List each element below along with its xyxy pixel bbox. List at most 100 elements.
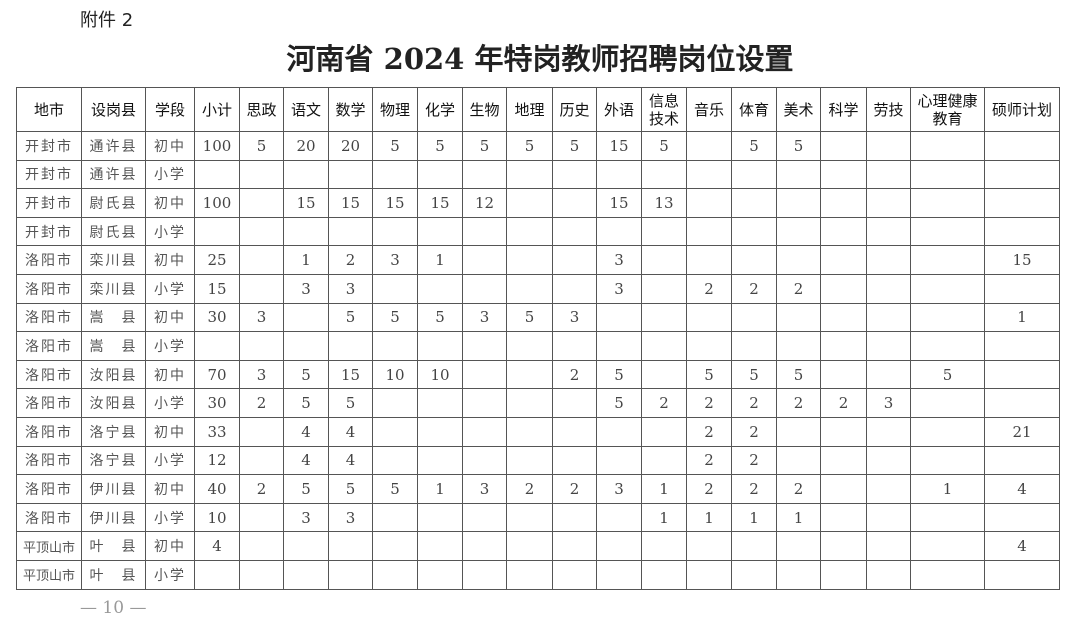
table-cell bbox=[506, 331, 553, 361]
table-cell bbox=[596, 302, 642, 333]
column-header: 数学 bbox=[328, 87, 373, 132]
table-cell bbox=[506, 502, 553, 533]
table-cell: 5 bbox=[417, 302, 463, 333]
table-cell bbox=[820, 559, 867, 590]
table-cell: 5 bbox=[372, 131, 418, 161]
table-cell: 5 bbox=[283, 359, 329, 390]
table-cell bbox=[910, 245, 985, 275]
column-header: 化学 bbox=[417, 87, 463, 132]
table-cell: 初中 bbox=[145, 359, 195, 390]
table-cell: 开封市 bbox=[16, 216, 82, 247]
table-cell bbox=[372, 502, 418, 533]
table-cell bbox=[417, 416, 463, 447]
table-cell: 洛阳市 bbox=[16, 331, 82, 361]
table-cell bbox=[283, 159, 329, 190]
table-cell bbox=[820, 531, 867, 561]
table-cell bbox=[372, 388, 418, 418]
table-cell bbox=[239, 502, 284, 533]
table-cell bbox=[372, 416, 418, 447]
table-cell bbox=[910, 216, 985, 247]
table-cell bbox=[417, 216, 463, 247]
table-cell: 3 bbox=[596, 474, 642, 504]
table-cell: 100 bbox=[194, 188, 240, 218]
table-cell: 洛阳市 bbox=[16, 445, 82, 476]
table-cell: 2 bbox=[776, 273, 821, 304]
table-cell bbox=[910, 388, 985, 418]
table-cell bbox=[283, 559, 329, 590]
table-cell: 3 bbox=[239, 359, 284, 390]
table-cell bbox=[686, 245, 732, 275]
table-cell bbox=[596, 331, 642, 361]
table-row: 洛阳市 伊川县 小学 10 3 3 1 1 1 1 bbox=[16, 502, 1060, 533]
table-cell bbox=[328, 331, 373, 361]
table-cell bbox=[731, 245, 777, 275]
table-row: 洛阳市 栾川县 小学 15 3 3 3 2 2 2 bbox=[16, 273, 1060, 304]
table-cell: 2 bbox=[686, 416, 732, 447]
table-cell: 叶 县 bbox=[81, 559, 146, 590]
table-cell: 2 bbox=[731, 388, 777, 418]
table-cell bbox=[910, 502, 985, 533]
table-cell bbox=[984, 445, 1060, 476]
table-cell bbox=[820, 273, 867, 304]
table-cell: 5 bbox=[283, 474, 329, 504]
table-cell bbox=[239, 273, 284, 304]
table-cell: 洛阳市 bbox=[16, 273, 82, 304]
table-cell bbox=[641, 531, 687, 561]
table-cell: 洛阳市 bbox=[16, 474, 82, 504]
table-cell: 5 bbox=[239, 131, 284, 161]
table-cell: 10 bbox=[372, 359, 418, 390]
table-cell: 尉氏县 bbox=[81, 216, 146, 247]
table-cell bbox=[506, 159, 553, 190]
table-row: 洛阳市嵩 县初中 30 3 5 5 5 3 5 3 1 bbox=[16, 302, 1060, 333]
table-cell: 2 bbox=[686, 474, 732, 504]
table-cell bbox=[731, 188, 777, 218]
table-cell: 3 bbox=[283, 502, 329, 533]
table-row: 开封市 尉氏县 初中 100 15 15 15 15 12 15 13 bbox=[16, 188, 1060, 218]
table-cell bbox=[239, 159, 284, 190]
table-cell: 2 bbox=[506, 474, 553, 504]
table-cell bbox=[820, 445, 867, 476]
table-cell: 1 bbox=[641, 474, 687, 504]
table-cell: 栾川县 bbox=[81, 245, 146, 275]
table-cell bbox=[866, 216, 911, 247]
table-cell bbox=[552, 216, 597, 247]
table-cell bbox=[462, 159, 507, 190]
table-cell bbox=[866, 559, 911, 590]
table-cell: 2 bbox=[328, 245, 373, 275]
table-cell: 洛阳市 bbox=[16, 502, 82, 533]
table-cell: 1 bbox=[686, 502, 732, 533]
table-cell: 30 bbox=[194, 388, 240, 418]
table-row: 开封市 通许县 小学 bbox=[16, 159, 1060, 190]
table-cell bbox=[910, 273, 985, 304]
table-cell: 嵩 县 bbox=[81, 331, 146, 361]
table-cell bbox=[506, 531, 553, 561]
table-cell bbox=[984, 359, 1060, 390]
table-cell bbox=[239, 559, 284, 590]
table-cell: 70 bbox=[194, 359, 240, 390]
column-header: 地理 bbox=[506, 87, 553, 132]
table-cell bbox=[641, 273, 687, 304]
table-cell bbox=[731, 216, 777, 247]
table-cell bbox=[820, 359, 867, 390]
column-header: 心理健康 教育 bbox=[910, 87, 985, 132]
table-row: 平顶山市叶 县初中 4 4 bbox=[16, 531, 1060, 561]
table-cell: 5 bbox=[776, 359, 821, 390]
table-cell: 40 bbox=[194, 474, 240, 504]
table-cell: 初中 bbox=[145, 245, 195, 275]
table-cell bbox=[596, 531, 642, 561]
table-row: 开封市 尉氏县 小学 bbox=[16, 216, 1060, 247]
table-cell bbox=[552, 502, 597, 533]
table-cell: 2 bbox=[776, 474, 821, 504]
table-cell bbox=[596, 502, 642, 533]
table-cell bbox=[596, 559, 642, 590]
table-cell: 5 bbox=[462, 131, 507, 161]
table-cell bbox=[462, 359, 507, 390]
table-cell bbox=[686, 302, 732, 333]
table-cell bbox=[776, 445, 821, 476]
table-cell: 1 bbox=[776, 502, 821, 533]
table-cell bbox=[417, 531, 463, 561]
table-cell: 小学 bbox=[145, 388, 195, 418]
table-cell bbox=[686, 216, 732, 247]
table-cell: 15 bbox=[328, 359, 373, 390]
table-cell bbox=[372, 273, 418, 304]
